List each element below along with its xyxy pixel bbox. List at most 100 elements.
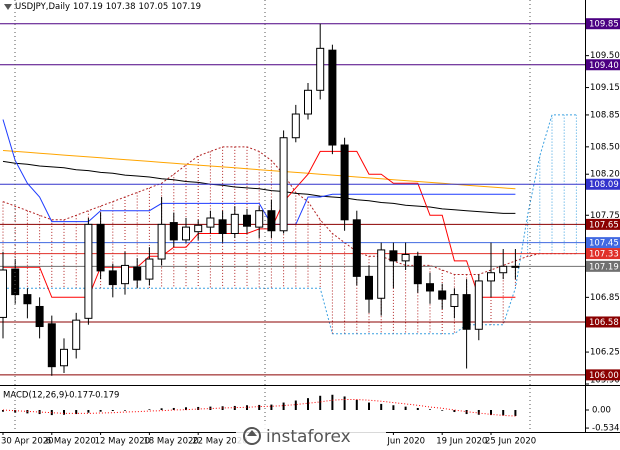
x-tick-label: Jun 2020 [386,437,425,447]
y-tick-label: 109.50 [590,51,620,61]
candle-body [365,275,373,300]
y-tick-label: 106.85 [590,293,620,303]
level-box [586,369,620,381]
candle-body [206,217,215,228]
candle-body [47,323,56,368]
candle-body [11,268,20,296]
candle-body [377,249,386,299]
low-value: 107.05 [138,2,169,12]
x-tick-label: 12 May 2020 [95,437,150,447]
candle-body [157,223,166,260]
icon [4,3,12,10]
watermark-text: instaforex [266,427,351,447]
candle-body [487,272,495,282]
candle-body [230,213,239,235]
level-box [586,59,620,71]
axes: 109.50 109.15 108.85 108.50 108.20 107.75 106.… [1,18,620,447]
candle-body [121,264,129,285]
candle-body [499,265,508,274]
level-box [586,248,620,260]
candle-body [462,294,471,330]
level-box [586,18,620,30]
candle-body [316,47,325,91]
cloud-line [2,146,577,275]
macd-tick-label: 0.00 [592,406,611,416]
level-label: 107.45 [589,239,619,249]
candle-body [389,250,398,262]
x-tick-label: 30 Apr 2020 [1,437,54,447]
symbol: USDJPY,Daily [15,2,71,12]
candle-body [413,255,422,285]
candle-body [23,294,32,305]
candle-body [291,113,300,139]
indicator-line [2,160,516,214]
level-label: 107.19 [589,262,619,272]
candle-body [96,223,105,272]
price-panel [0,23,585,376]
candle-body [133,266,142,281]
level-box [586,260,620,272]
level-label: 109.40 [589,61,619,71]
candle-body [35,305,44,328]
open-value: 107.19 [73,2,103,12]
chart-header: USDJPY,Daily 107.19 107.38 107.05 107.19 [4,2,204,12]
y-tick-label: 109.15 [590,83,620,93]
level-label: 108.09 [589,180,619,190]
y-tick-label: 108.20 [590,170,620,180]
macd-signal-value: -0.179 [92,391,119,401]
macd-value: -0.177 [66,391,93,401]
candle-body [182,226,190,241]
level-label: 106.58 [589,318,619,328]
macd-panel [2,394,517,417]
candle-body [304,89,312,115]
level-label: 107.65 [589,220,619,230]
candle-body [438,290,447,300]
candle-body [267,210,276,232]
level-box [586,178,620,190]
level-label: 106.00 [589,371,619,381]
candle-body [60,348,68,367]
candle-body [352,219,361,277]
level-box [586,316,620,328]
y-tick-label: 106.25 [590,348,620,358]
x-tick-label: 18 May 2020 [143,437,198,447]
y-tick-label: 108.85 [590,110,620,120]
x-tick-label: 6 May 2020 [46,437,96,447]
candle-body [243,214,251,227]
y-tick-label: 107.75 [590,211,620,221]
level-box [586,218,620,230]
indicator-line [2,150,516,190]
level-label: 107.33 [589,250,619,260]
candle-body [426,283,434,292]
candle-body [108,270,117,286]
candle-body [0,269,7,318]
level-label: 109.85 [589,20,619,30]
candle-body [328,49,337,146]
watermark: instaforex [236,424,386,448]
close-value: 107.19 [171,2,202,12]
candle-body [255,210,264,228]
x-tick-label: 22 May 2020 [192,437,247,447]
candle-body [72,319,81,350]
candle-body [218,219,227,235]
y-tick-label: 105.90 [590,376,620,386]
candle-body [401,253,410,262]
x-tick-label: 19 Jun 2020 [436,437,487,447]
candle-body [145,258,154,280]
candle-body [194,224,203,233]
candle-body [474,280,483,330]
candle-body [84,223,93,319]
level-box [586,237,620,249]
candle-body [279,137,288,232]
candle-body [511,265,520,268]
candle-body [169,222,178,241]
macd-label: MACD(12,26,9) [3,391,68,401]
candle-body [450,294,459,307]
y-tick-label: 108.50 [590,142,620,152]
candle-body [340,144,349,221]
macd-tick-label: -0.534 [592,424,619,434]
high-value: 107.38 [105,2,136,12]
